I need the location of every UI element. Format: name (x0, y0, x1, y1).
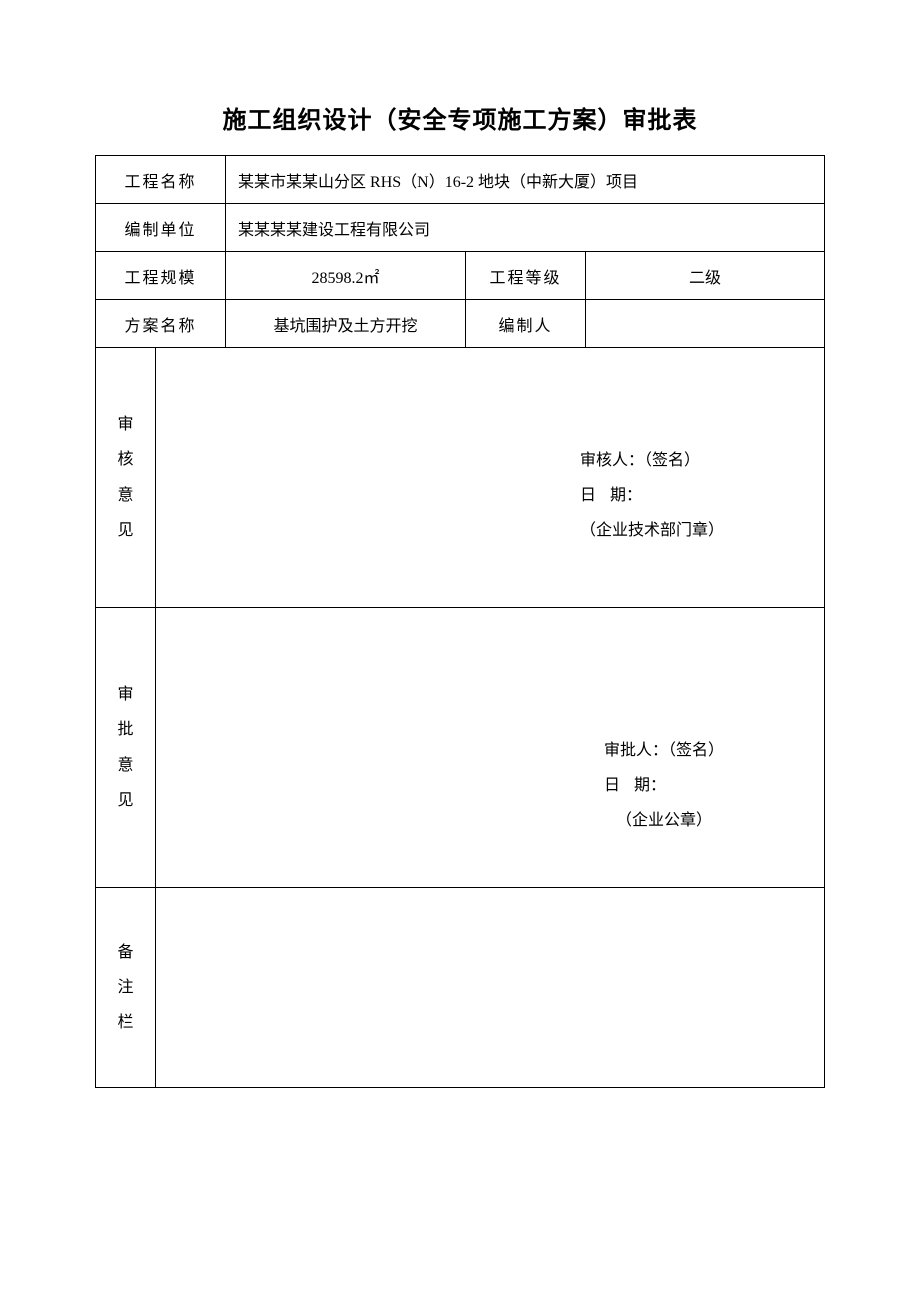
review-char: 意 (96, 478, 155, 513)
approve-date-label: 日期： (604, 768, 724, 803)
review-char: 见 (96, 513, 155, 548)
approve-char: 见 (96, 783, 155, 818)
review-content: 审核人：（签名） 日期： （企业技术部门章） (156, 348, 825, 608)
review-char: 审 (96, 407, 155, 442)
scale-label: 工程规模 (96, 252, 226, 300)
review-signer-label: 审核人：（签名） (580, 443, 724, 478)
table-row: 方案名称 基坑围护及土方开挖 编制人 (96, 300, 825, 348)
note-label: 备 注 栏 (96, 888, 156, 1088)
approve-content: 审批人：（签名） 日期： （企业公章） (156, 608, 825, 888)
review-label: 审 核 意 见 (96, 348, 156, 608)
author-label: 编制人 (466, 300, 586, 348)
approve-char: 意 (96, 748, 155, 783)
note-char: 注 (96, 970, 155, 1005)
note-content (156, 888, 825, 1088)
note-row: 备 注 栏 (96, 888, 825, 1088)
note-char: 栏 (96, 1005, 155, 1040)
approve-signature-block: 审批人：（签名） 日期： （企业公章） (604, 733, 724, 839)
approve-stamp-label: （企业公章） (604, 803, 724, 838)
review-date-label: 日期： (580, 478, 724, 513)
review-char: 核 (96, 442, 155, 477)
plan-name-value: 基坑围护及土方开挖 (226, 300, 466, 348)
approve-row: 审 批 意 见 审批人：（签名） 日期： （企业公章） (96, 608, 825, 888)
table-row: 编制单位 某某某某建设工程有限公司 (96, 204, 825, 252)
project-name-label: 工程名称 (96, 156, 226, 204)
scale-value: 28598.2㎡ (226, 252, 466, 300)
grade-label: 工程等级 (466, 252, 586, 300)
project-name-value: 某某市某某山分区 RHS（N）16-2 地块（中新大厦）项目 (226, 156, 825, 204)
approve-char: 批 (96, 712, 155, 747)
table-row: 工程规模 28598.2㎡ 工程等级 二级 (96, 252, 825, 300)
review-row: 审 核 意 见 审核人：（签名） 日期： （企业技术部门章） (96, 348, 825, 608)
review-signature-block: 审核人：（签名） 日期： （企业技术部门章） (580, 443, 724, 549)
note-char: 备 (96, 935, 155, 970)
prepared-by-label: 编制单位 (96, 204, 226, 252)
review-stamp-label: （企业技术部门章） (580, 513, 724, 548)
approve-char: 审 (96, 677, 155, 712)
plan-name-label: 方案名称 (96, 300, 226, 348)
table-row: 工程名称 某某市某某山分区 RHS（N）16-2 地块（中新大厦）项目 (96, 156, 825, 204)
approve-signer-label: 审批人：（签名） (604, 733, 724, 768)
grade-value: 二级 (586, 252, 825, 300)
approve-label: 审 批 意 见 (96, 608, 156, 888)
author-value (586, 300, 825, 348)
page-title: 施工组织设计（安全专项施工方案）审批表 (95, 100, 825, 135)
approval-table: 工程名称 某某市某某山分区 RHS（N）16-2 地块（中新大厦）项目 编制单位… (95, 155, 825, 1088)
prepared-by-value: 某某某某建设工程有限公司 (226, 204, 825, 252)
